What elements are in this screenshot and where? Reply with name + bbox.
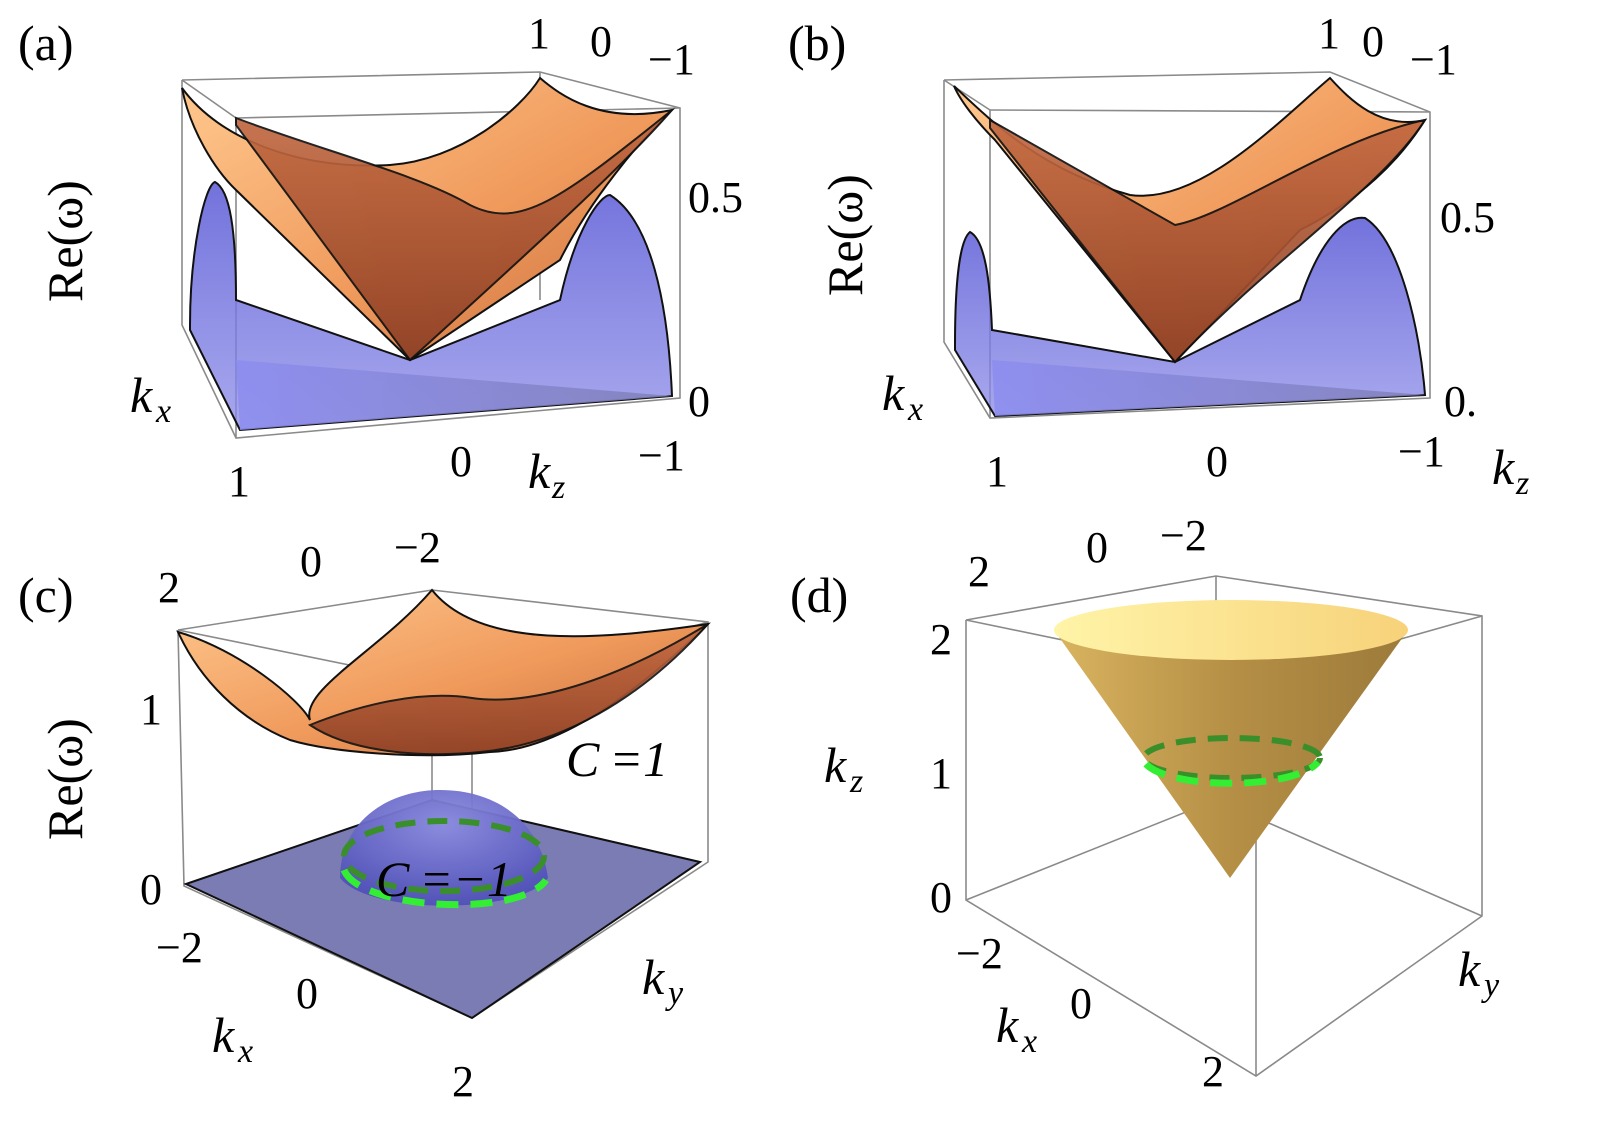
svg-text:k: k [1458, 941, 1481, 997]
panel-b-kz-label: k z [1492, 439, 1529, 502]
panel-d-btick-0: 0 [1070, 979, 1092, 1028]
panel-a-label: (a) [18, 15, 74, 71]
panel-d-btick-2: 2 [1202, 1047, 1224, 1096]
panel-c-ky-label: k y [642, 949, 684, 1012]
panel-b-label: (b) [788, 15, 846, 71]
svg-text:z: z [1515, 465, 1529, 502]
panel-d-cone-top [1054, 600, 1408, 660]
panel-b-vtick-05: 0.5 [1440, 193, 1495, 242]
panel-c-lower-dome [340, 790, 548, 906]
panel-b: (b) 1 0 −1 0.5 0. 1 0 −1 Re(ω) k x k z [788, 9, 1529, 502]
panel-b-vtick-0: 0. [1444, 377, 1477, 426]
panel-b-lower-band [954, 216, 1427, 418]
panel-d-btick-minus2: −2 [956, 929, 1003, 978]
panel-c-top-tick-0: 0 [300, 537, 322, 586]
panel-c-upper-front [307, 623, 709, 756]
svg-text:x: x [155, 393, 171, 430]
panel-d-ring-back [1141, 735, 1323, 781]
panel-a-kx-label: k x [130, 367, 171, 430]
svg-text:y: y [1481, 967, 1500, 1004]
svg-text:k: k [130, 367, 153, 423]
svg-text:x: x [237, 1033, 253, 1070]
panel-d-top-tick-minus2: −2 [1160, 511, 1207, 560]
panel-b-floor [992, 360, 1425, 416]
panel-b-top-tick-0: 0 [1362, 17, 1384, 66]
svg-text:k: k [528, 443, 551, 499]
panel-b-top-tick-1: 1 [1318, 9, 1340, 58]
panel-c-chern-upper: C =1 [566, 731, 668, 787]
panel-d-ring-front [1143, 759, 1321, 787]
svg-text:k: k [996, 997, 1019, 1053]
panel-d: (d) 2 0 −2 2 1 0 −2 0 2 k z k x k [790, 511, 1500, 1096]
svg-text:k: k [642, 949, 665, 1005]
panel-c-ylabel: Re(ω) [37, 718, 93, 840]
panel-b-ylabel: Re(ω) [817, 174, 873, 296]
panel-a-vtick-05: 0.5 [688, 173, 743, 222]
svg-text:k: k [882, 365, 905, 421]
panel-d-top-tick-2: 2 [968, 547, 990, 596]
panel-b-kx-label: k x [882, 365, 923, 428]
panel-c: (c) 2 0 −2 1 0 −2 0 2 Re(ω) k x k [18, 523, 711, 1106]
panel-d-top-tick-0: 0 [1086, 523, 1108, 572]
panel-d-label: (d) [790, 567, 848, 623]
panel-c-ring-back [341, 818, 547, 894]
panel-c-chern-lower: C =−1 [376, 851, 512, 907]
svg-text:k: k [1492, 439, 1515, 495]
panel-c-vtick-0: 0 [140, 865, 162, 914]
panel-d-kz-label: k z [824, 737, 863, 800]
panel-a-ylabel: Re(ω) [37, 180, 93, 302]
panel-d-vtick-0: 0 [930, 873, 952, 922]
panel-b-btick-minus1: −1 [1398, 427, 1445, 476]
panel-a-btick-0: 0 [450, 437, 472, 486]
panel-a-vtick-0: 0 [688, 377, 710, 426]
panel-a-upper-front [235, 109, 673, 362]
panel-c-top-tick-minus2: −2 [394, 523, 441, 572]
panel-b-upper-front [989, 118, 1428, 364]
panel-a-btick-minus1: −1 [638, 431, 685, 480]
panel-d-vtick-2: 2 [930, 615, 952, 664]
svg-text:k: k [824, 737, 847, 793]
panel-b-btick-0: 0 [1206, 437, 1228, 486]
panel-c-top-tick-2: 2 [158, 563, 180, 612]
panel-c-vtick-1: 1 [140, 685, 162, 734]
panel-a-kz-label: k z [528, 443, 565, 506]
svg-text:y: y [665, 975, 684, 1012]
panel-d-kx-label: k x [996, 997, 1037, 1060]
panel-d-vtick-1: 1 [930, 749, 952, 798]
svg-text:z: z [849, 763, 863, 800]
panel-c-label: (c) [18, 567, 74, 623]
panel-d-ky-label: k y [1458, 941, 1500, 1004]
panel-c-btick-minus2: −2 [156, 923, 203, 972]
svg-text:x: x [1021, 1023, 1037, 1060]
panel-c-ring-front [340, 868, 549, 909]
svg-text:k: k [212, 1007, 235, 1063]
panel-c-btick-0: 0 [296, 969, 318, 1018]
svg-text:x: x [907, 391, 923, 428]
panel-d-cone [1054, 630, 1408, 878]
panel-c-floor [183, 798, 703, 1020]
panel-a-top-tick-0: 0 [590, 17, 612, 66]
panel-b-top-tick-minus1: −1 [1410, 35, 1457, 84]
panel-b-btick-1: 1 [986, 447, 1008, 496]
svg-text:z: z [551, 469, 565, 506]
panel-a-floor [236, 360, 672, 430]
panel-a-top-tick-minus1: −1 [648, 35, 695, 84]
panel-a-top-tick-1: 1 [528, 9, 550, 58]
panel-c-kx-label: k x [212, 1007, 253, 1070]
panel-a-btick-1: 1 [228, 457, 250, 506]
panel-a: (a) 1 0 −1 0.5 0 1 0 −1 Re(ω) k x k z [18, 9, 743, 506]
panel-c-btick-2: 2 [452, 1057, 474, 1106]
